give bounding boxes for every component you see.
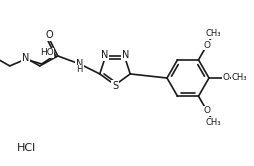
Text: O: O	[222, 74, 229, 83]
Text: N: N	[121, 50, 129, 60]
Text: CH₃: CH₃	[205, 29, 220, 38]
Text: CH₃: CH₃	[205, 118, 220, 127]
Text: O: O	[46, 30, 53, 40]
Text: N: N	[76, 59, 83, 69]
Text: H: H	[76, 65, 83, 74]
Text: N: N	[22, 53, 29, 63]
Text: O: O	[203, 41, 210, 50]
Text: S: S	[112, 81, 118, 91]
Text: O: O	[203, 106, 210, 115]
Text: HCl: HCl	[17, 143, 36, 153]
Text: CH₃: CH₃	[230, 74, 246, 83]
Text: N: N	[101, 50, 108, 60]
Text: HO: HO	[40, 48, 53, 57]
